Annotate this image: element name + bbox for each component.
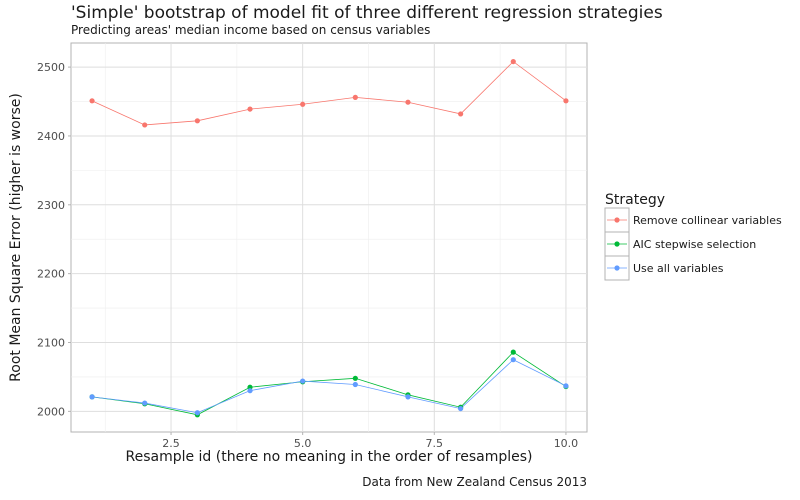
data-point [405, 394, 411, 400]
series-points [89, 58, 569, 418]
data-point [247, 106, 253, 112]
y-tick-label: 2500 [37, 61, 65, 74]
plot-panel [70, 42, 588, 433]
data-point [405, 99, 411, 105]
legend-label: AIC stepwise selection [633, 238, 756, 251]
minor-gridlines [71, 43, 587, 432]
y-tick-label: 2300 [37, 199, 65, 212]
y-tick-label: 2400 [37, 130, 65, 143]
data-point [142, 122, 148, 128]
data-point [300, 101, 306, 107]
data-point [458, 405, 464, 412]
legend-label: Use all variables [633, 262, 724, 275]
data-point [247, 388, 253, 394]
x-axis-title: Resample id (there no meaning in the ord… [125, 449, 532, 465]
x-tick-label: 5.0 [294, 437, 312, 450]
x-tick-label: 10.0 [554, 437, 579, 450]
data-point [510, 349, 516, 355]
chart-subtitle: Predicting areas' median income based on… [71, 23, 431, 37]
chart-title: 'Simple' bootstrap of model fit of three… [71, 3, 663, 23]
series-line [91, 61, 567, 126]
chart-caption: Data from New Zealand Census 2013 [362, 475, 587, 489]
series-line [92, 351, 567, 416]
x-axis-ticks: 2.5 5.0 7.5 10.0 [162, 432, 578, 450]
data-point [510, 58, 516, 65]
y-tick-label: 2100 [37, 336, 65, 349]
series-line [92, 359, 567, 414]
data-point [458, 111, 464, 117]
data-point [89, 98, 95, 104]
major-gridlines [71, 43, 587, 432]
data-point [142, 400, 148, 406]
legend: Strategy Remove collinear variables AIC s… [604, 192, 782, 281]
data-point [352, 94, 358, 100]
legend-key-point [614, 241, 620, 247]
data-point [194, 118, 200, 124]
data-point [352, 375, 358, 381]
data-point [194, 410, 200, 416]
legend-label: Remove collinear variables [633, 214, 782, 227]
data-point [300, 378, 306, 384]
data-point [563, 98, 569, 104]
series-lines [91, 61, 567, 416]
x-tick-label: 7.5 [426, 437, 444, 450]
y-tick-label: 2000 [37, 405, 65, 418]
data-point [510, 357, 516, 363]
y-axis-ticks: 2000 2100 2200 2300 2400 2500 [37, 61, 71, 418]
legend-key-point [614, 217, 620, 223]
y-axis-title: Root Mean Square Error (higher is worse) [8, 93, 24, 382]
legend-title: Strategy [605, 192, 665, 208]
data-point [89, 394, 95, 400]
data-point [352, 381, 358, 388]
y-tick-label: 2200 [37, 268, 65, 281]
legend-key-point [614, 265, 620, 271]
x-tick-label: 2.5 [162, 437, 180, 450]
data-point [563, 383, 569, 389]
